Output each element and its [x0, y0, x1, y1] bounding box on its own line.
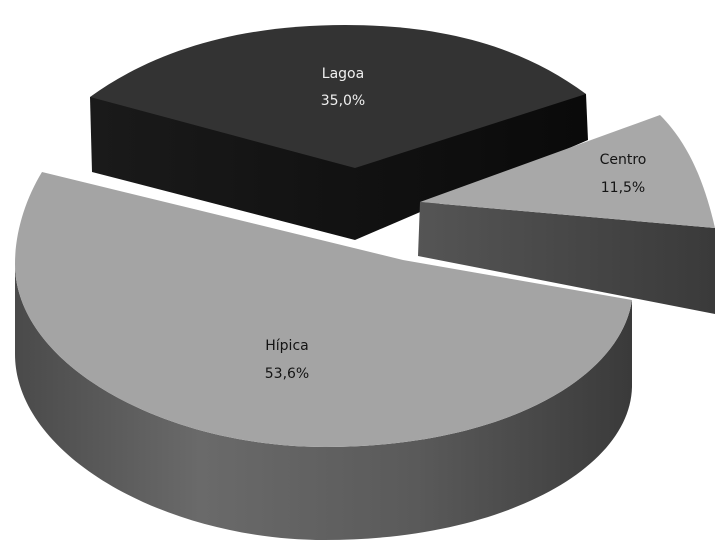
- pie-slice-lagoa: [90, 25, 588, 240]
- pie-slice-hipica: [15, 172, 632, 540]
- slice-top-lagoa: [90, 25, 586, 168]
- pie-slice-centro: [418, 115, 715, 314]
- slice-value-centro: 11,5%: [601, 180, 645, 196]
- slice-name-lagoa: Lagoa: [322, 66, 364, 82]
- slice-top-centro: [420, 115, 715, 228]
- slice-side-hipica: [15, 264, 632, 540]
- slice-value-lagoa: 35,0%: [321, 93, 365, 109]
- slice-name-centro: Centro: [600, 152, 647, 168]
- slice-name-hipica: Hípica: [265, 338, 308, 354]
- slice-top-hipica: [15, 172, 632, 447]
- slice-value-hipica: 53,6%: [265, 366, 309, 382]
- slice-side-centro: [418, 202, 715, 314]
